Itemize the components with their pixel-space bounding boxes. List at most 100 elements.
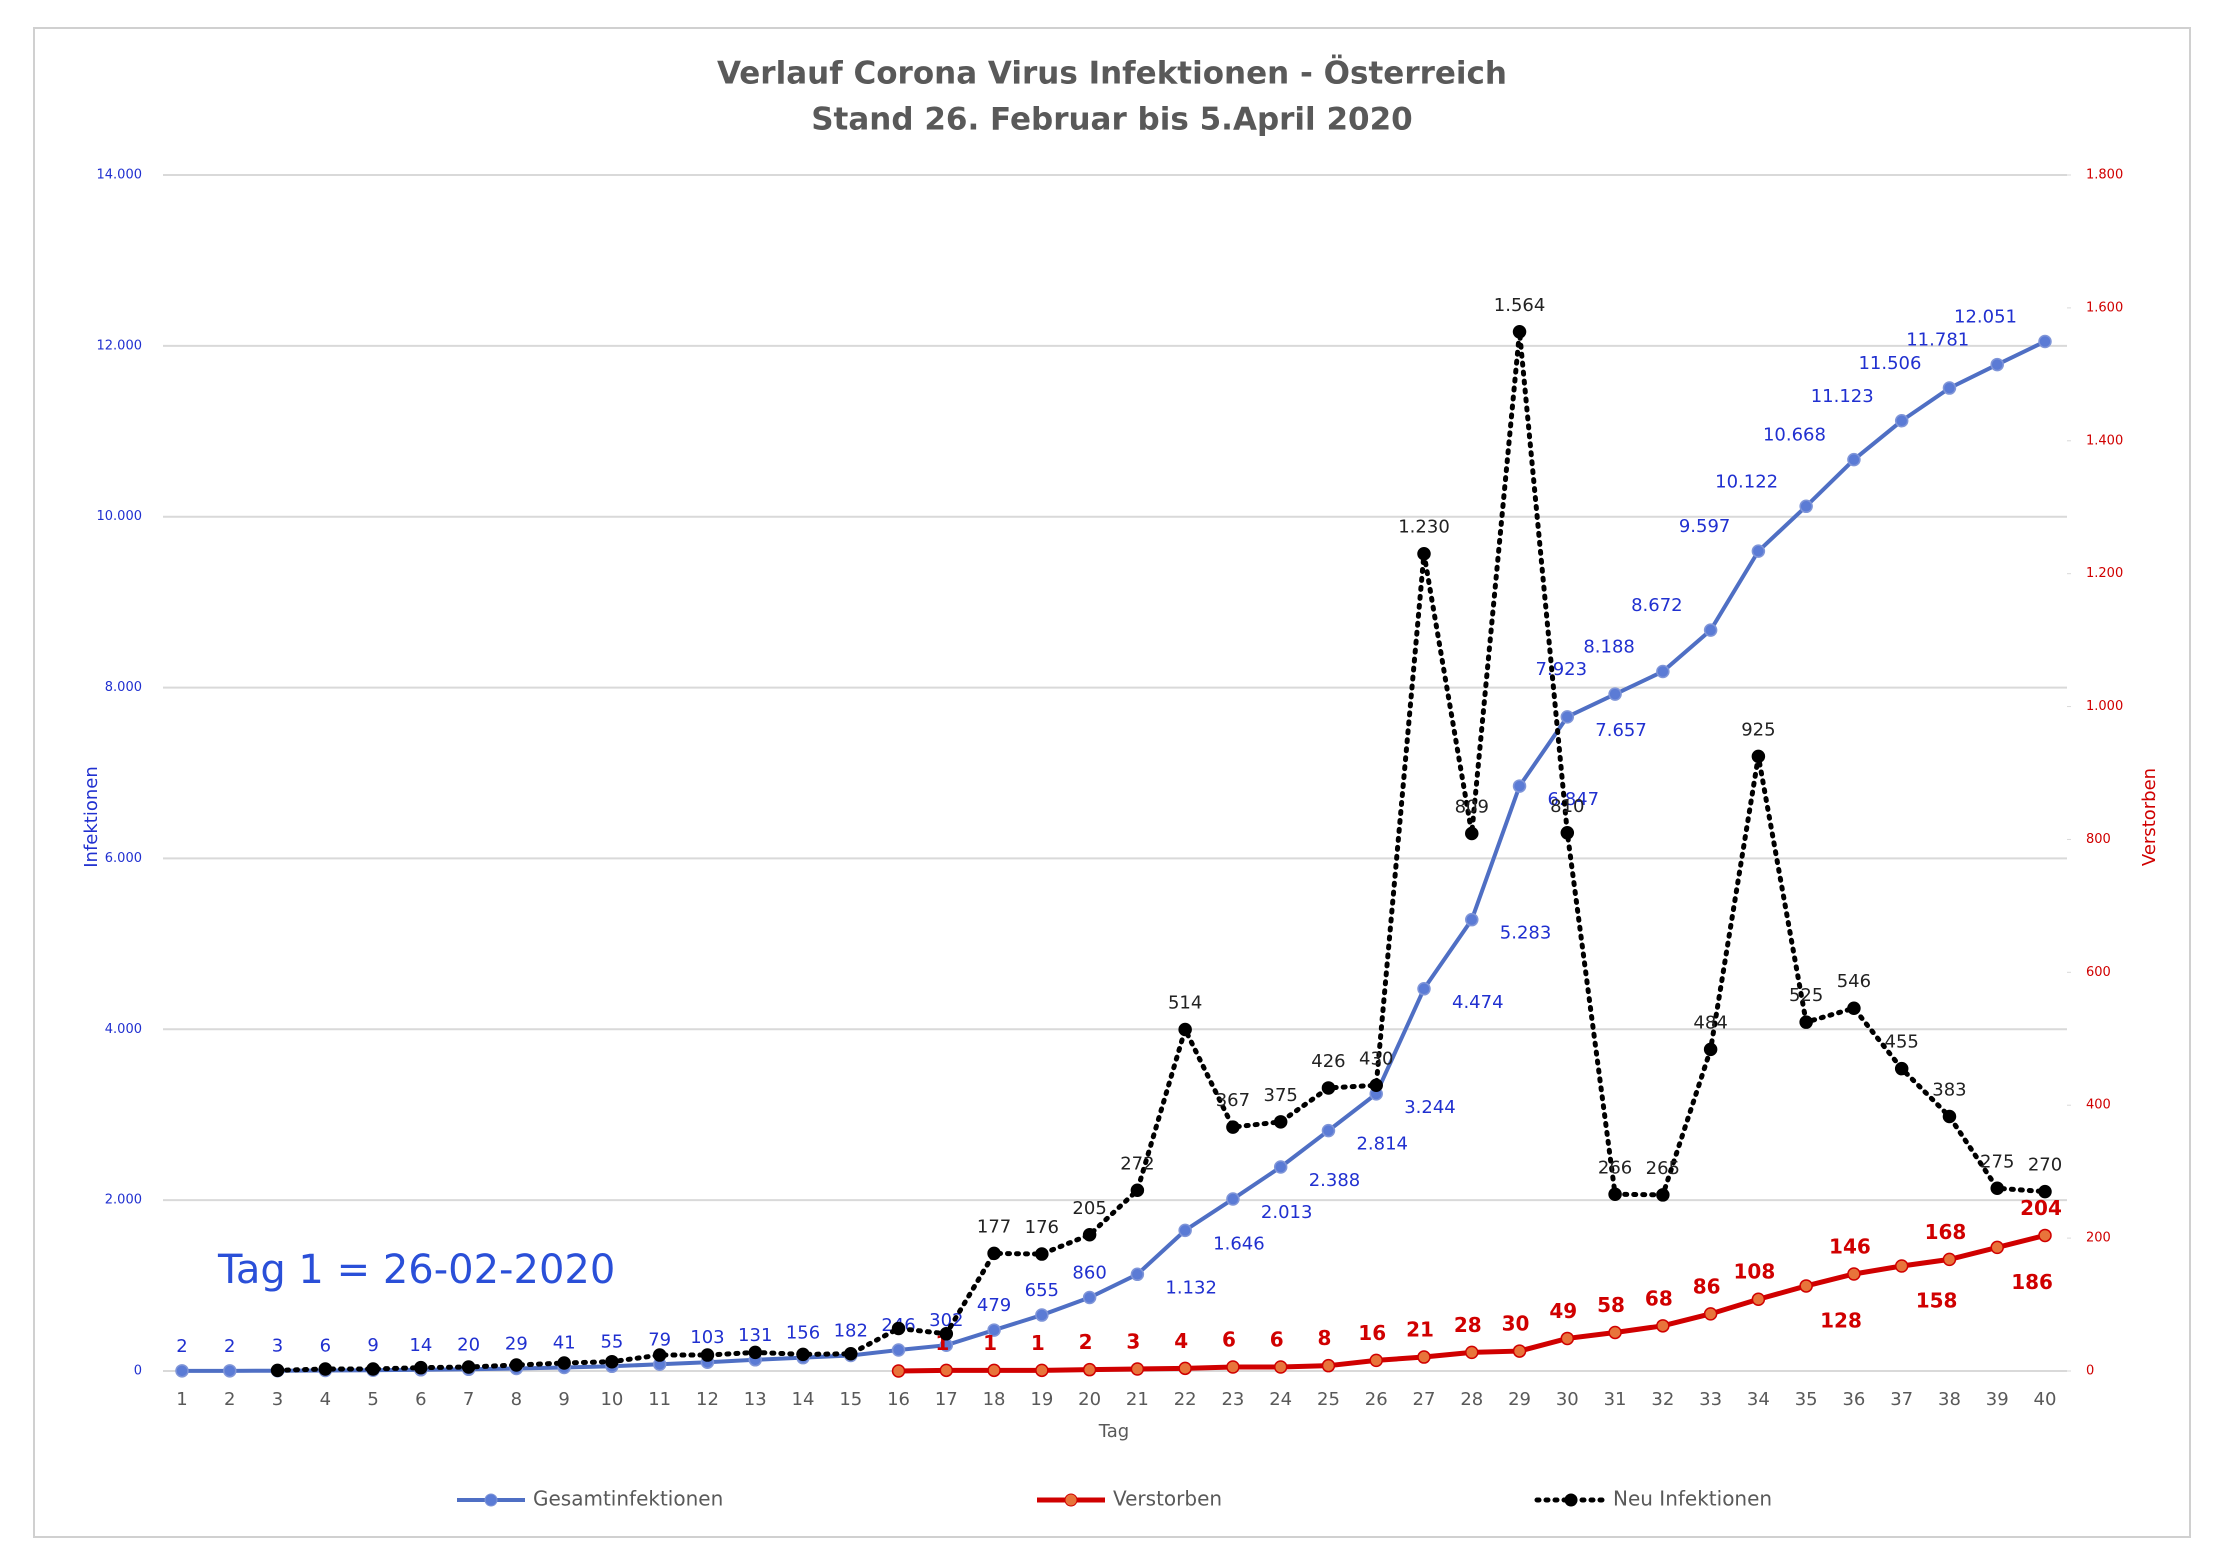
x-tick-label: 12	[696, 1389, 719, 1410]
annotation: Tag 1 = 26-02-2020	[217, 1247, 615, 1293]
data-label: 5.283	[1500, 923, 1552, 944]
x-tick-label: 31	[1604, 1389, 1627, 1410]
x-tick-label: 27	[1413, 1389, 1436, 1410]
data-label: 7.923	[1536, 659, 1588, 680]
y2-tick-label: 400	[2086, 1098, 2111, 1113]
data-label: 3.244	[1404, 1097, 1456, 1118]
data-label: 484	[1693, 1012, 1727, 1033]
data-label: 14	[409, 1335, 432, 1356]
data-label: 430	[1359, 1048, 1393, 1069]
y2-tick-label: 800	[2086, 832, 2111, 847]
data-point	[1369, 1078, 1383, 1093]
data-label: 86	[1693, 1274, 1721, 1298]
y2-tick-label: 0	[2086, 1364, 2094, 1379]
y-tick-label: 10.000	[97, 509, 143, 524]
data-point	[1417, 1350, 1431, 1364]
x-tick-label: 35	[1795, 1389, 1818, 1410]
data-point	[557, 1356, 571, 1370]
data-label: 21	[1406, 1318, 1434, 1342]
data-point	[1035, 1308, 1049, 1322]
data-label: 3	[272, 1336, 283, 1357]
data-point	[1894, 1259, 1909, 1273]
data-point	[1894, 1061, 1909, 1076]
x-tick-label: 34	[1747, 1389, 1770, 1410]
data-point	[1465, 1345, 1479, 1360]
data-label: 275	[1980, 1151, 2014, 1172]
x-tick-label: 1	[176, 1389, 187, 1410]
y2-tick-label: 1.200	[2086, 566, 2123, 581]
legend-label: Gesamtinfektionen	[533, 1487, 723, 1511]
data-label: 4.474	[1452, 992, 1504, 1013]
data-label: 2.013	[1261, 1202, 1313, 1223]
x-tick-label: 2	[224, 1389, 235, 1410]
data-label: 103	[690, 1327, 724, 1348]
y2-tick-label: 1.400	[2086, 433, 2123, 448]
data-point	[1799, 499, 1813, 514]
data-label: 810	[1550, 796, 1584, 817]
data-point	[987, 1246, 1001, 1261]
data-label: 11.123	[1811, 386, 1874, 407]
data-label: 383	[1932, 1080, 1966, 1101]
data-point	[1608, 687, 1622, 701]
data-point	[270, 1363, 285, 1378]
data-label: 1	[983, 1331, 997, 1355]
x-tick-label: 4	[320, 1389, 331, 1410]
data-label: 41	[553, 1332, 576, 1353]
x-tick-label: 9	[558, 1389, 569, 1410]
data-point	[1130, 1362, 1145, 1376]
x-tick-label: 5	[367, 1389, 378, 1410]
data-label: 108	[1734, 1260, 1776, 1284]
data-point	[1512, 325, 1527, 339]
x-tick-label: 38	[1938, 1389, 1961, 1410]
data-label: 11.781	[1906, 330, 1969, 351]
x-tick-label: 18	[983, 1389, 1006, 1410]
x-tick-label: 40	[2034, 1389, 2057, 1410]
data-label: 7.657	[1595, 720, 1647, 741]
data-label: 6	[320, 1335, 331, 1356]
y2-tick-label: 1.000	[2086, 699, 2123, 714]
x-tick-label: 32	[1651, 1389, 1674, 1410]
x-tick-label: 21	[1126, 1389, 1149, 1410]
x-tick-label: 29	[1508, 1389, 1531, 1410]
x-tick-label: 36	[1842, 1389, 1865, 1410]
x-tick-label: 3	[272, 1389, 283, 1410]
data-label: 860	[1072, 1263, 1106, 1284]
legend-label: Neu Infektionen	[1613, 1487, 1772, 1511]
y-tick-label: 8.000	[105, 680, 142, 695]
data-point	[1178, 1361, 1192, 1376]
data-label: 9	[367, 1335, 378, 1356]
data-point	[1226, 1192, 1240, 1206]
data-point	[1035, 1247, 1049, 1261]
data-label: 177	[977, 1216, 1011, 1237]
y2-axis-label: Verstorben	[2139, 768, 2160, 866]
data-point	[1847, 452, 1861, 467]
data-label: 168	[1925, 1220, 1967, 1244]
data-point	[1465, 912, 1479, 927]
data-point	[987, 1363, 1001, 1378]
y-tick-label: 6.000	[105, 851, 142, 866]
data-point	[891, 1321, 906, 1336]
data-point	[891, 1343, 906, 1357]
data-point	[700, 1348, 715, 1362]
data-label: 809	[1455, 796, 1489, 817]
x-tick-label: 10	[600, 1389, 623, 1410]
data-label: 49	[1549, 1299, 1577, 1323]
x-tick-label: 30	[1556, 1389, 1579, 1410]
data-label: 131	[738, 1325, 772, 1346]
data-point	[1990, 357, 2004, 372]
data-point	[1608, 1325, 1622, 1340]
data-point	[1273, 1115, 1288, 1129]
data-point	[461, 1360, 476, 1374]
data-point	[1608, 1187, 1622, 1202]
data-point	[1417, 546, 1431, 561]
data-point	[1656, 664, 1670, 679]
data-point	[175, 1364, 189, 1378]
data-point	[1512, 779, 1527, 793]
chart-frame	[33, 27, 2191, 1538]
x-tick-label: 26	[1365, 1389, 1388, 1410]
legend-marker	[484, 1493, 498, 1507]
data-point	[1560, 826, 1575, 840]
x-tick-label: 22	[1174, 1389, 1197, 1410]
y-tick-label: 2.000	[105, 1193, 142, 1208]
x-tick-label: 14	[792, 1389, 815, 1410]
